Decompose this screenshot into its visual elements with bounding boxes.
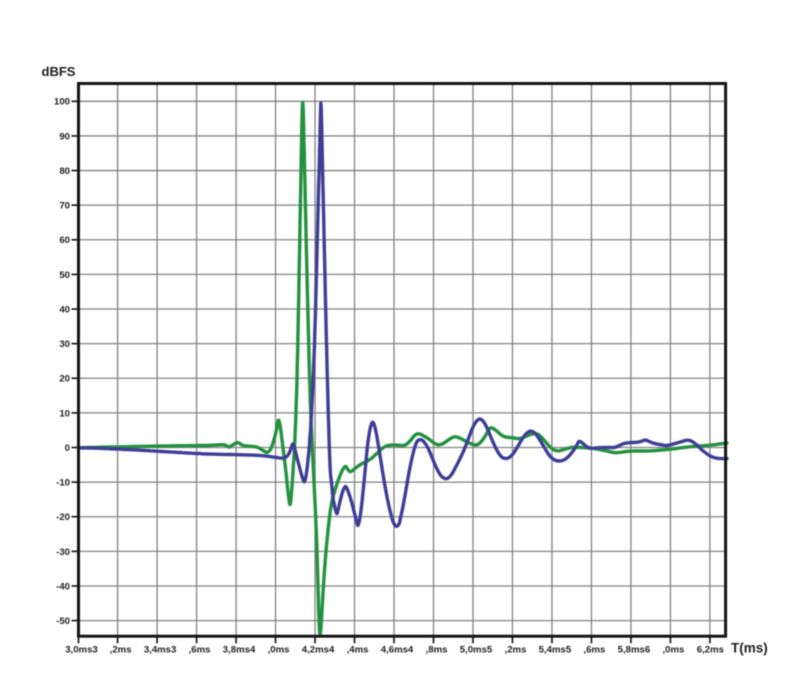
svg-text:10: 10 xyxy=(59,408,70,419)
svg-text:6,2ms: 6,2ms xyxy=(697,644,724,655)
svg-text:,6ms: ,6ms xyxy=(584,644,606,655)
svg-text:,0ms: ,0ms xyxy=(268,644,290,655)
svg-text:40: 40 xyxy=(59,304,70,315)
svg-text:-40: -40 xyxy=(56,581,70,592)
svg-text:90: 90 xyxy=(59,131,70,142)
svg-text:T(ms): T(ms) xyxy=(731,641,768,656)
svg-text:5,4ms5: 5,4ms5 xyxy=(539,644,572,655)
svg-text:3,0ms3: 3,0ms3 xyxy=(65,644,98,655)
svg-text:50: 50 xyxy=(59,270,70,281)
svg-text:80: 80 xyxy=(59,166,70,177)
svg-text:-20: -20 xyxy=(56,512,70,523)
svg-text:-30: -30 xyxy=(56,547,70,558)
svg-text:5,8ms6: 5,8ms6 xyxy=(618,644,651,655)
svg-text:0: 0 xyxy=(65,443,70,454)
svg-text:dBFS: dBFS xyxy=(42,64,76,79)
svg-text:20: 20 xyxy=(59,374,70,385)
svg-text:4,2ms4: 4,2ms4 xyxy=(302,644,335,655)
svg-text:60: 60 xyxy=(59,235,70,246)
svg-text:,4ms: ,4ms xyxy=(347,644,369,655)
svg-text:,0ms: ,0ms xyxy=(662,644,684,655)
svg-text:3,8ms4: 3,8ms4 xyxy=(223,644,256,655)
svg-text:100: 100 xyxy=(54,97,70,108)
svg-text:,8ms: ,8ms xyxy=(426,644,448,655)
svg-text:-50: -50 xyxy=(56,616,70,627)
svg-text:,2ms: ,2ms xyxy=(505,644,527,655)
svg-text:-10: -10 xyxy=(56,478,70,489)
svg-text:4,6ms4: 4,6ms4 xyxy=(381,644,414,655)
svg-text:,2ms: ,2ms xyxy=(110,644,132,655)
svg-text:3,4ms3: 3,4ms3 xyxy=(144,644,177,655)
svg-text:70: 70 xyxy=(59,201,70,212)
svg-text:5,0ms5: 5,0ms5 xyxy=(460,644,493,655)
svg-text:30: 30 xyxy=(59,339,70,350)
svg-text:,6ms: ,6ms xyxy=(189,644,211,655)
